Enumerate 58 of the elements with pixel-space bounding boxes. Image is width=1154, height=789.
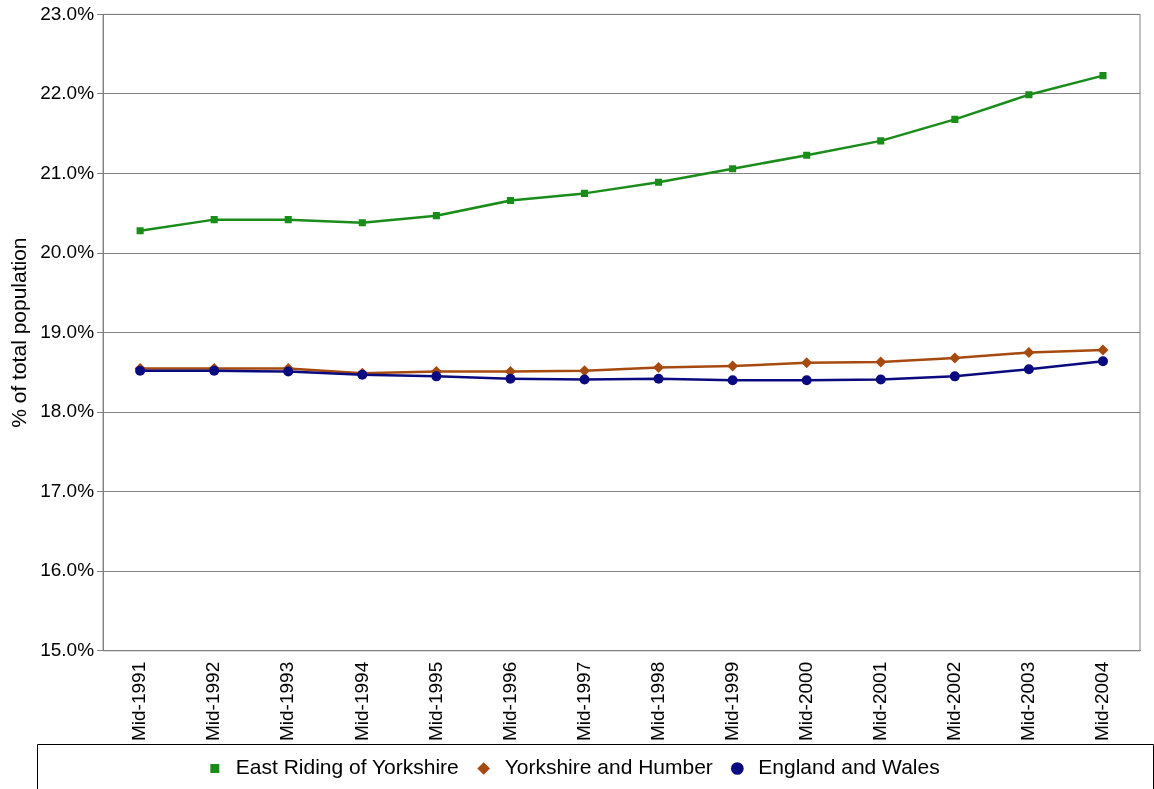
x-tick-label: Mid-1999 bbox=[720, 661, 742, 742]
x-tick-label: Mid-1995 bbox=[424, 661, 446, 742]
point bbox=[653, 373, 664, 384]
point bbox=[432, 212, 440, 220]
point bbox=[951, 115, 959, 123]
x-tick-label: Mid-1994 bbox=[350, 661, 372, 742]
legend-label: Yorkshire and Humber bbox=[504, 755, 713, 779]
y-tick-label: 23.0% bbox=[40, 2, 95, 24]
point bbox=[801, 357, 813, 369]
y-tick-label: 19.0% bbox=[40, 320, 95, 342]
x-tick-label: Mid-1996 bbox=[498, 661, 520, 742]
point bbox=[1099, 72, 1107, 80]
point bbox=[949, 371, 960, 382]
point bbox=[655, 178, 663, 186]
point bbox=[431, 371, 442, 382]
point bbox=[505, 373, 516, 384]
point bbox=[1023, 346, 1035, 358]
point bbox=[210, 216, 218, 224]
x-tick-label: Mid-2002 bbox=[943, 661, 965, 742]
x-tick-label: Mid-1992 bbox=[202, 661, 224, 742]
y-tick-label: 22.0% bbox=[40, 82, 95, 104]
point bbox=[283, 366, 294, 377]
legend-label: East Riding of Yorkshire bbox=[235, 755, 459, 779]
point bbox=[358, 219, 366, 227]
point bbox=[877, 137, 885, 145]
legend-label: England and Wales bbox=[758, 755, 940, 779]
point bbox=[803, 151, 811, 159]
y-tick-label: 20.0% bbox=[40, 241, 95, 263]
x-tick-label: Mid-1993 bbox=[276, 661, 298, 742]
x-tick-label: Mid-2000 bbox=[794, 661, 816, 742]
y-tick-label: 18.0% bbox=[40, 400, 95, 422]
y-tick-label: 21.0% bbox=[40, 161, 95, 183]
point bbox=[875, 356, 887, 368]
point bbox=[729, 165, 737, 173]
x-tick-label: Mid-2001 bbox=[869, 661, 890, 742]
point bbox=[580, 189, 589, 197]
point bbox=[1097, 344, 1109, 356]
point bbox=[949, 352, 961, 364]
point bbox=[1023, 364, 1034, 375]
point bbox=[1097, 356, 1108, 367]
x-tick-label: Mid-1997 bbox=[572, 661, 594, 742]
point bbox=[653, 362, 665, 374]
y-tick-label: 17.0% bbox=[40, 479, 95, 501]
y-tick-label: 16.0% bbox=[40, 559, 95, 581]
point bbox=[875, 374, 886, 385]
x-tick-label: Mid-2003 bbox=[1017, 661, 1039, 742]
x-tick-label: Mid-1998 bbox=[646, 661, 668, 742]
y-tick-label: 15.0% bbox=[40, 639, 95, 661]
x-tick-label: Mid-2004 bbox=[1091, 661, 1113, 742]
point bbox=[801, 375, 812, 386]
point bbox=[1025, 91, 1033, 99]
point bbox=[284, 216, 292, 224]
y-axis-title: % of total population bbox=[7, 237, 31, 428]
point bbox=[727, 375, 738, 386]
x-tick-label: Mid-1991 bbox=[128, 661, 150, 742]
point bbox=[506, 197, 514, 205]
point bbox=[579, 374, 590, 385]
point bbox=[136, 227, 144, 235]
